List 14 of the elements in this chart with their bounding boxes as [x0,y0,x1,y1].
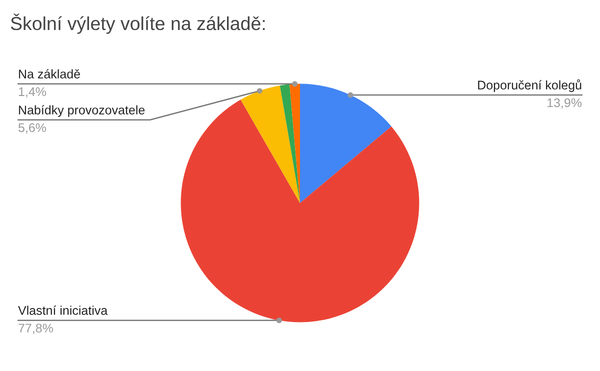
data-label: 1,4% [18,87,46,98]
slice-label: Na základě [19,69,80,78]
slice-label: Doporučení kolegů [478,79,582,92]
pie-slice [280,84,300,203]
pie-slice [300,84,392,203]
pie-slice [240,86,300,203]
slice-label: Vlastní iniciativa [18,306,108,315]
data-label: 77,8% [18,324,53,334]
pie-slice [180,100,420,322]
data-label: 5,6% [18,123,46,134]
data-label: 13,9% [548,98,582,109]
slice-label: Nabídky provozovatele [19,105,145,117]
chart-title: Školní výlety volíte na základě: [10,14,265,34]
pie-slice [290,84,300,203]
